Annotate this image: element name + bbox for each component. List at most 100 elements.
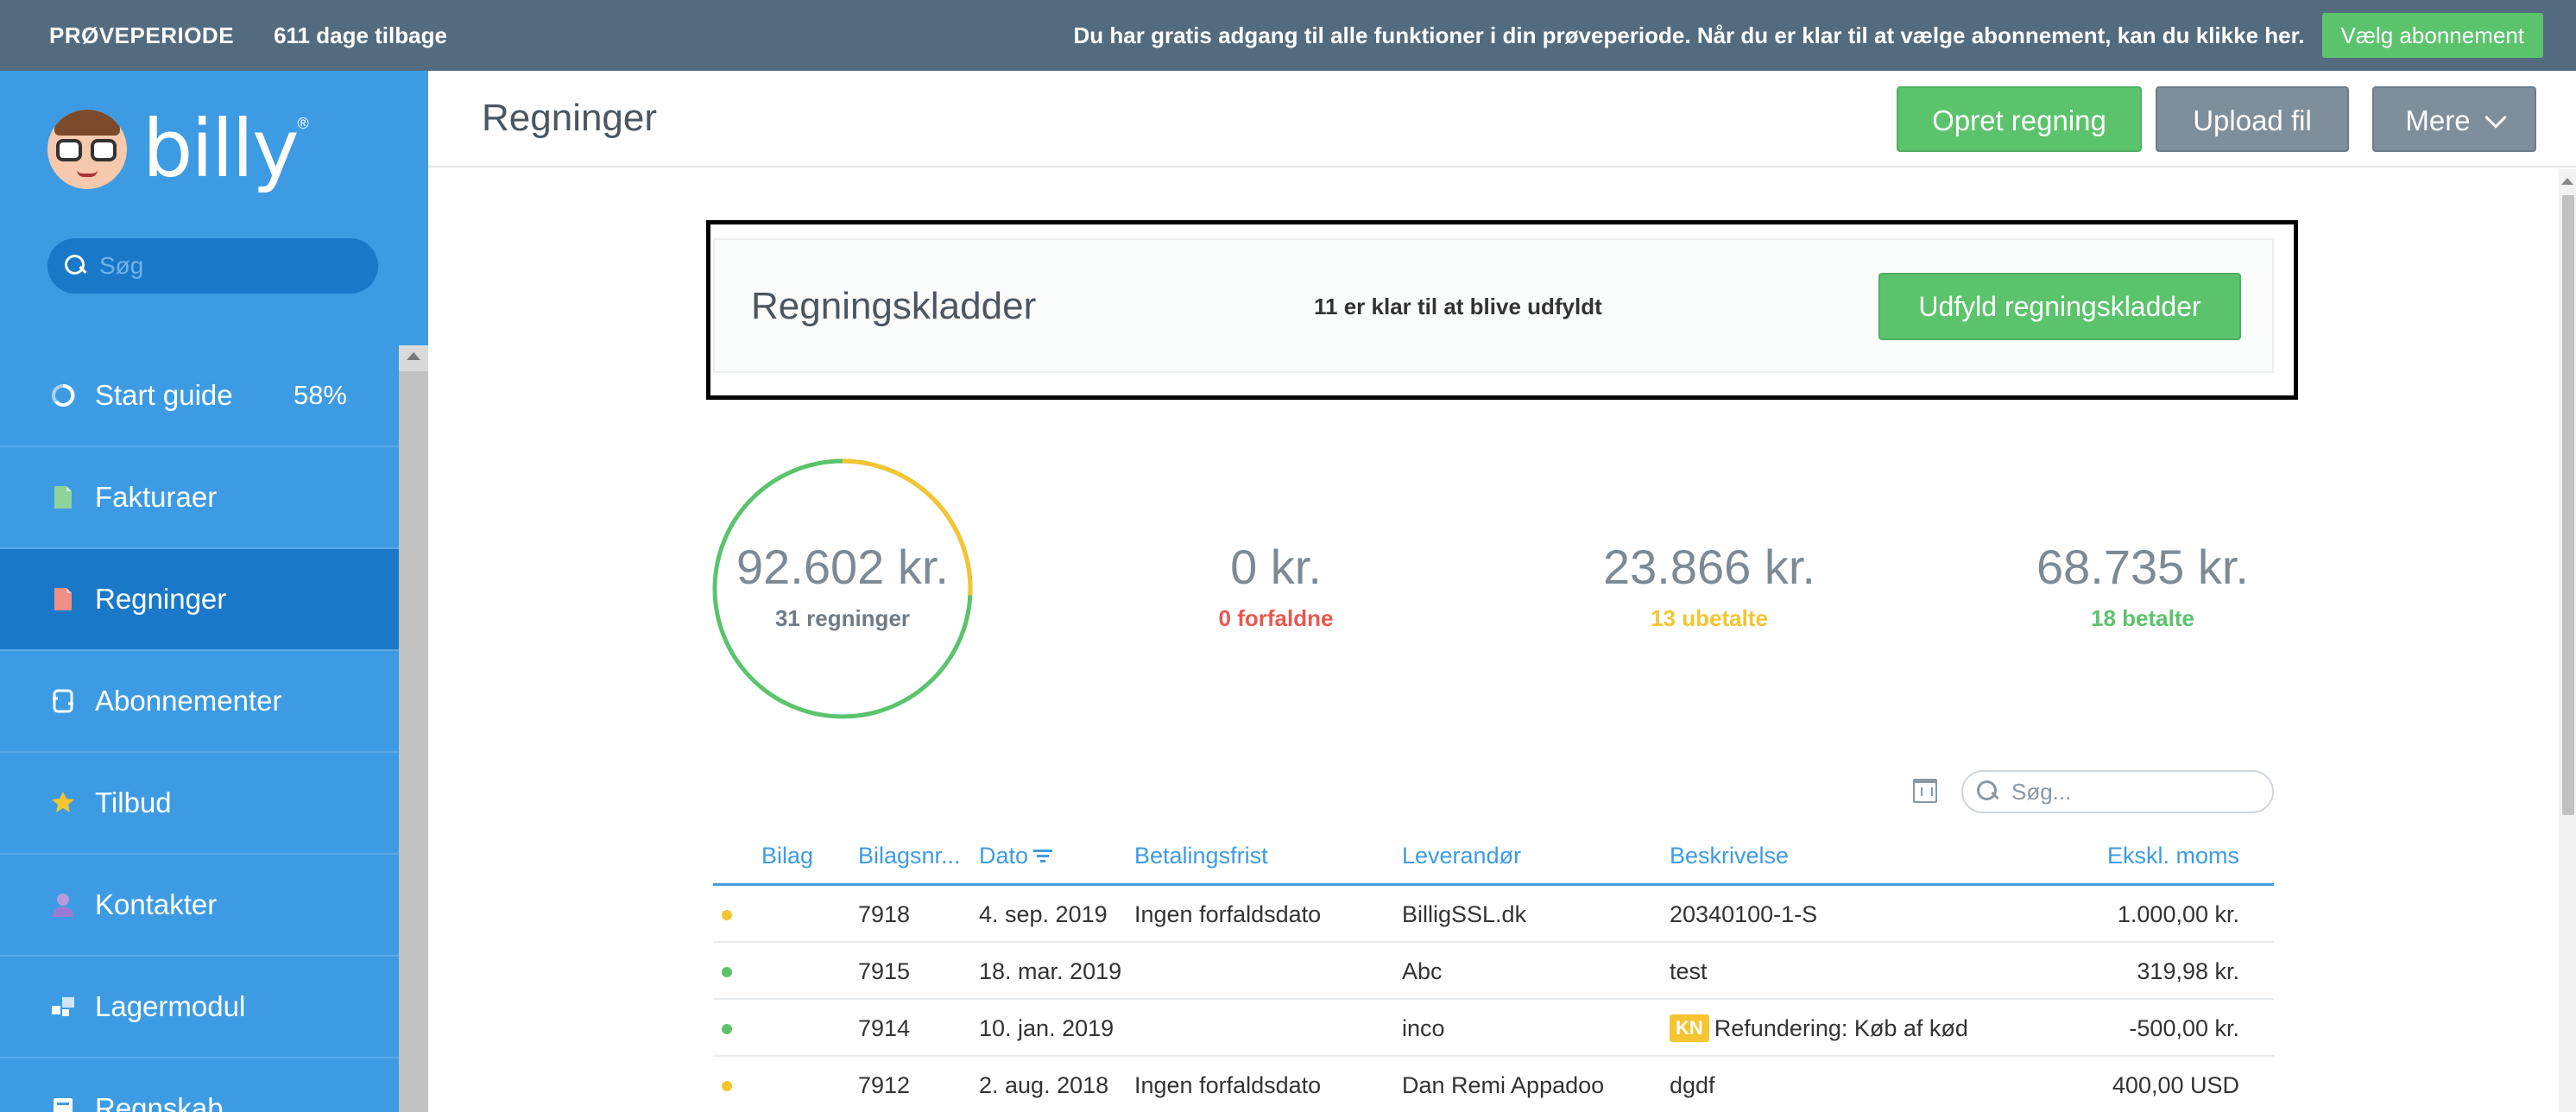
col-header-leverandor[interactable]: Leverandør [1402, 843, 1522, 869]
fill-drafts-button[interactable]: Udfyld regningskladder [1878, 273, 2241, 340]
table-search-input[interactable] [2011, 778, 2262, 806]
cell-moms: 319,98 kr. [2137, 958, 2239, 985]
star-badge-icon [50, 790, 76, 816]
cell-text: 20340100-1-S [1670, 901, 1818, 927]
inventory-icon [50, 994, 76, 1020]
stat-paid-amount: 68.735 kr. [2036, 540, 2249, 594]
bills-table: Bilag Bilagsnr... Dato Betalingsfrist Le… [713, 836, 2274, 1112]
search-icon [1975, 779, 2001, 805]
trial-bar: PRØVEPERIODE 611 dage tilbage Du har gra… [0, 0, 2576, 71]
main-scrollbar-thumb[interactable] [2562, 195, 2574, 815]
cell-moms: -500,00 kr. [2129, 1015, 2239, 1042]
table-row[interactable]: 7915 18. mar. 2019 Abc test 319,98 kr. [713, 943, 2274, 1000]
cell-text: 7915 [858, 958, 911, 984]
stat-paid[interactable]: 68.735 kr. 18 betalte [1987, 539, 2298, 632]
sidebar-item-label: Regninger [95, 583, 227, 615]
table-header: Bilag Bilagsnr... Dato Betalingsfrist Le… [713, 836, 2274, 886]
cell-nr: 7912 [858, 1072, 910, 1099]
sidebar-item-start-guide[interactable]: Start guide 58% [0, 345, 399, 447]
cell-text: BilligSSL.dk [1402, 901, 1527, 927]
cell-dato: 18. mar. 2019 [979, 958, 1121, 985]
progress-ring-icon [50, 382, 76, 408]
table-row[interactable]: 7914 10. jan. 2019 inco KN Refundering: Køb … [713, 1000, 2274, 1057]
stat-unpaid[interactable]: 23.866 kr. 13 ubetalte [1554, 539, 1865, 632]
cell-frist: Ingen forfaldsdato [1134, 901, 1321, 928]
sidebar-scrollbar[interactable] [399, 345, 428, 1112]
cell-dato: 2. aug. 2018 [979, 1072, 1108, 1099]
drafts-ready-count: 11 er klar til at blive udfyldt [1314, 294, 1602, 319]
col-header-dato[interactable]: Dato [979, 843, 1053, 869]
sidebar-item-fakturaer[interactable]: Fakturaer [0, 447, 399, 549]
cell-text: 18. mar. 2019 [979, 958, 1122, 984]
table-row[interactable]: 7918 4. sep. 2019 Ingen forfaldsdato Billig… [713, 886, 2274, 943]
main-scrollbar[interactable] [2559, 169, 2576, 1112]
cell-dato: 10. jan. 2019 [979, 1015, 1114, 1042]
scroll-up-arrow-icon[interactable] [2561, 178, 2573, 185]
stat-total[interactable]: 92.602 kr. 31 regninger [687, 539, 998, 632]
cell-lev: Abc [1402, 958, 1443, 985]
page-title: Regninger [482, 97, 658, 139]
choose-subscription-button[interactable]: Vælg abonnement [2321, 13, 2543, 58]
billy-logo[interactable]: billy ® [47, 110, 309, 189]
sidebar-item-abonnementer[interactable]: Abonnementer [0, 651, 399, 753]
sidebar-search-input[interactable] [99, 252, 358, 280]
sidebar-item-kontakter[interactable]: Kontakter [0, 855, 399, 957]
stat-total-amount: 92.602 kr. [736, 540, 949, 594]
cell-text: Ingen forfaldsdato [1134, 1072, 1322, 1098]
bill-document-icon [50, 586, 76, 612]
logo-wordmark: billy [142, 103, 300, 195]
col-header-betalingsfrist[interactable]: Betalingsfrist [1134, 843, 1268, 869]
upload-file-button[interactable]: Upload fil [2156, 86, 2349, 152]
sidebar-item-label: Abonnementer [95, 685, 282, 717]
scroll-up-arrow-icon[interactable] [407, 352, 420, 360]
cell-lev: BilligSSL.dk [1402, 901, 1526, 928]
more-button[interactable]: Mere [2372, 86, 2536, 152]
sidebar-search[interactable] [47, 238, 378, 294]
col-header-ekskl-moms[interactable]: Ekskl. moms [2106, 843, 2239, 869]
cell-text: 7918 [858, 901, 911, 927]
stat-overdue-amount: 0 kr. [1230, 540, 1322, 594]
calendar-filter-icon[interactable] [1913, 779, 1937, 803]
cell-nr: 7918 [858, 901, 910, 928]
sidebar-scrollbar-thumb[interactable] [399, 371, 428, 1112]
cell-text: dgdf [1670, 1072, 1715, 1098]
stat-unpaid-amount: 23.866 kr. [1603, 540, 1815, 594]
trial-message[interactable]: Du har gratis adgang til alle funktioner… [1073, 22, 2305, 48]
cell-text: 319,98 kr. [2137, 958, 2239, 984]
cell-text: Dan Remi Appadoo [1402, 1072, 1605, 1098]
cell-text: Abc [1402, 958, 1443, 984]
sidebar-item-label: Lagermodul [95, 990, 246, 1022]
sidebar-item-regnskab[interactable]: Regnskab [0, 1058, 399, 1112]
cell-text: 2. aug. 2018 [979, 1072, 1109, 1098]
trial-days-left: 611 dage tilbage [274, 22, 447, 48]
accounting-icon [50, 1096, 76, 1112]
status-dot-icon [722, 1024, 732, 1034]
cell-besk: KN Refundering: Køb af kød [1670, 1014, 1968, 1044]
search-icon [63, 253, 89, 279]
cell-dato: 4. sep. 2019 [979, 901, 1108, 928]
stat-overdue[interactable]: 0 kr. 0 forfaldne [1121, 539, 1431, 632]
cell-text: 10. jan. 2019 [979, 1015, 1114, 1041]
sidebar-item-label: Start guide [95, 379, 233, 411]
status-dot-icon [722, 910, 732, 920]
sidebar-item-label: Tilbud [95, 787, 172, 818]
table-row[interactable]: 7912 2. aug. 2018 Ingen forfaldsdato Dan Re… [713, 1057, 2274, 1112]
col-header-bilagsnr[interactable]: Bilagsnr... [858, 843, 961, 869]
credit-note-badge: KN [1670, 1014, 1709, 1042]
cell-text: -500,00 kr. [2129, 1015, 2239, 1041]
sidebar-item-regninger[interactable]: Regninger [0, 549, 399, 651]
col-header-bilag[interactable]: Bilag [761, 843, 814, 869]
cell-lev: inco [1402, 1015, 1445, 1042]
table-search[interactable] [1961, 770, 2274, 813]
cell-text: 1.000,00 kr. [2117, 901, 2239, 927]
col-header-beskrivelse[interactable]: Beskrivelse [1670, 843, 1790, 869]
create-bill-button[interactable]: Opret regning [1897, 86, 2142, 152]
cell-text: 4. sep. 2019 [979, 901, 1108, 927]
sidebar-item-tilbud[interactable]: Tilbud [0, 753, 399, 855]
cell-nr: 7914 [858, 1015, 910, 1042]
sidebar-item-lagermodul[interactable]: Lagermodul [0, 957, 399, 1058]
billy-mascot-icon [47, 110, 127, 189]
stat-total-count: 31 regninger [774, 605, 911, 631]
sidebar-nav: Start guide 58% Fakturaer Regninger Abonneme… [0, 345, 399, 1112]
cell-nr: 7915 [858, 958, 910, 985]
